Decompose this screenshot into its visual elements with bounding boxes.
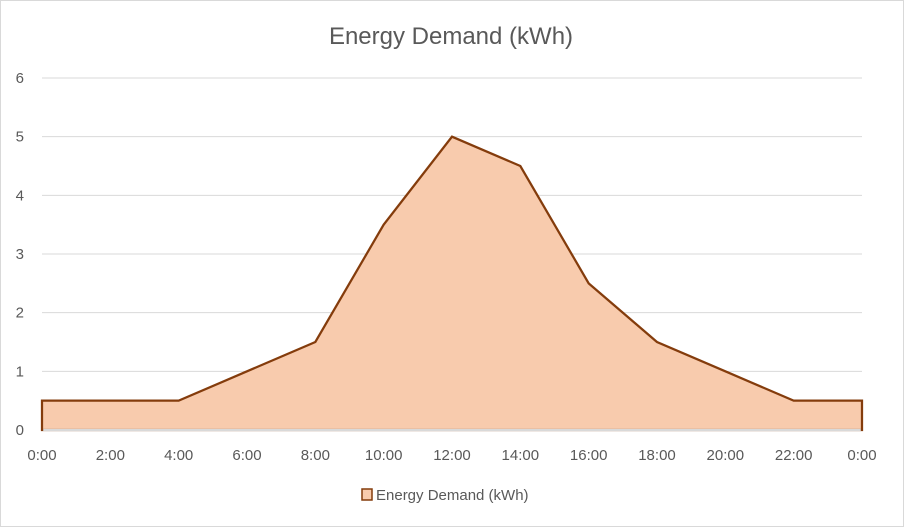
y-tick-label: 5 xyxy=(16,129,24,146)
x-tick-label: 20:00 xyxy=(707,447,745,464)
x-tick-label: 0:00 xyxy=(847,447,876,464)
y-tick-label: 4 xyxy=(16,187,24,204)
y-tick-label: 3 xyxy=(16,246,24,263)
legend: Energy Demand (kWh) xyxy=(361,487,529,504)
x-tick-label: 16:00 xyxy=(570,447,608,464)
y-tick-label: 6 xyxy=(16,70,24,87)
x-tick-label: 18:00 xyxy=(638,447,676,464)
y-tick-label: 0 xyxy=(16,422,24,439)
legend-swatch xyxy=(361,488,373,501)
x-tick-label: 2:00 xyxy=(96,447,125,464)
legend-label: Energy Demand (kWh) xyxy=(376,487,529,504)
chart-title: Energy Demand (kWh) xyxy=(329,23,573,50)
plot-area xyxy=(40,135,864,432)
x-tick-label: 10:00 xyxy=(365,447,403,464)
x-tick-label: 12:00 xyxy=(433,447,471,464)
x-axis-ticks: 0:00 2:00 4:00 6:00 8:00 10:00 12:00 14:00 16:00… xyxy=(27,447,876,464)
x-tick-label: 0:00 xyxy=(27,447,56,464)
y-tick-label: 2 xyxy=(16,305,24,322)
y-axis-ticks: 0 1 2 3 4 5 6 xyxy=(16,70,24,439)
x-tick-label: 6:00 xyxy=(232,447,261,464)
y-tick-label: 1 xyxy=(16,363,24,380)
x-tick-label: 22:00 xyxy=(775,447,813,464)
area-series-energy-demand xyxy=(40,135,864,432)
x-tick-label: 14:00 xyxy=(502,447,540,464)
x-tick-label: 8:00 xyxy=(301,447,330,464)
x-tick-label: 4:00 xyxy=(164,447,193,464)
